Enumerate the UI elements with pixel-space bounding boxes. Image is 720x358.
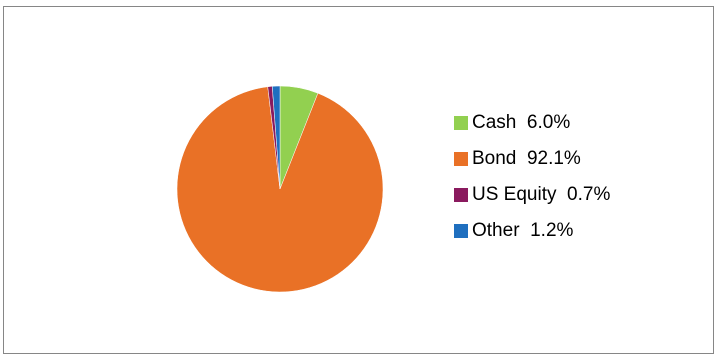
legend-item-other: Other 1.2% [454,221,610,240]
legend-label-cash: Cash [472,112,517,133]
legend-item-cash: Cash 6.0% [454,113,610,132]
legend-item-bond: Bond 92.1% [454,149,610,168]
pie-slice-bond [176,86,384,293]
legend: Cash 6.0% Bond 92.1% US Equity 0.7% Othe… [454,113,610,257]
legend-label-other: Other [472,220,520,241]
legend-swatch-cash [454,115,468,130]
chart-area: Cash 6.0% Bond 92.1% US Equity 0.7% Othe… [3,6,714,354]
legend-swatch-us-equity [454,187,468,202]
legend-value-cash: 6.0% [526,112,571,133]
legend-item-us-equity: US Equity 0.7% [454,185,610,204]
legend-value-bond: 92.1% [526,148,581,169]
legend-label-bond: Bond [472,148,517,169]
legend-swatch-bond [454,151,468,166]
legend-swatch-other [454,223,468,238]
pie-slice-other [271,85,281,190]
legend-value-us-equity: 0.7% [567,184,611,205]
legend-value-other: 1.2% [530,220,574,241]
legend-label-us-equity: US Equity [472,184,557,205]
pie-chart [176,85,384,293]
